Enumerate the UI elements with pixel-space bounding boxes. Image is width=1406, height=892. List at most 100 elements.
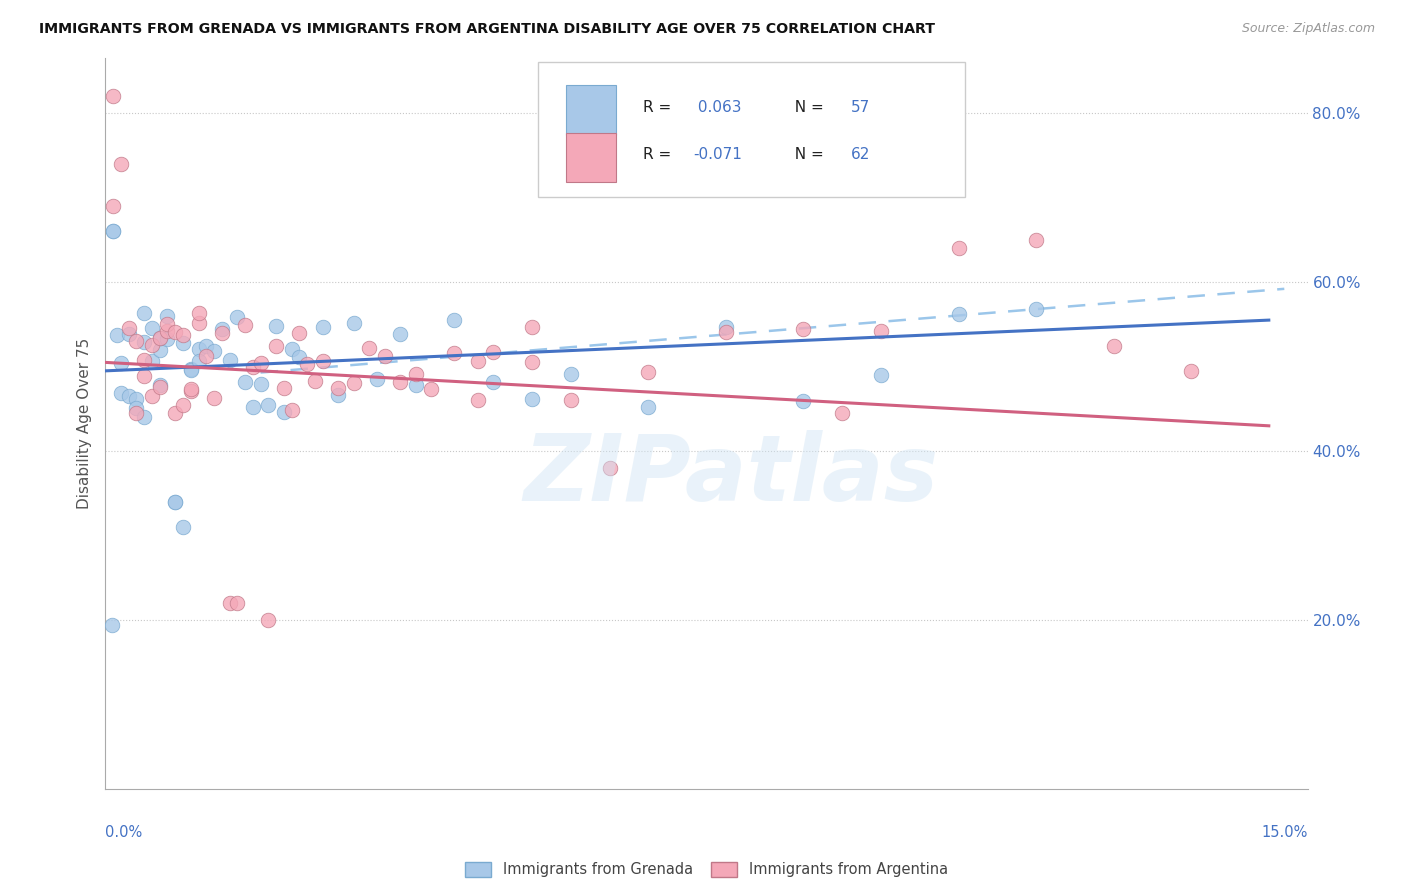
Point bbox=[180, 361, 202, 376]
Point bbox=[637, 400, 659, 414]
Point bbox=[249, 356, 271, 370]
Point bbox=[202, 344, 225, 359]
Point bbox=[149, 380, 172, 394]
Point bbox=[280, 342, 302, 356]
Point bbox=[311, 354, 333, 368]
Point bbox=[156, 332, 179, 346]
Text: IMMIGRANTS FROM GRENADA VS IMMIGRANTS FROM ARGENTINA DISABILITY AGE OVER 75 CORR: IMMIGRANTS FROM GRENADA VS IMMIGRANTS FR… bbox=[39, 22, 935, 37]
Point bbox=[149, 331, 172, 345]
Point bbox=[226, 596, 249, 610]
Point bbox=[389, 376, 412, 390]
Point bbox=[870, 368, 893, 383]
Point bbox=[870, 324, 893, 338]
Point bbox=[172, 520, 194, 534]
Point bbox=[195, 339, 218, 353]
Point bbox=[125, 392, 148, 406]
Point bbox=[103, 224, 125, 238]
Point bbox=[792, 322, 814, 336]
Point bbox=[141, 389, 163, 403]
Point bbox=[242, 401, 264, 415]
Point bbox=[366, 372, 388, 386]
Point bbox=[311, 320, 333, 334]
Point bbox=[560, 368, 582, 382]
Point bbox=[218, 353, 240, 368]
Point bbox=[405, 377, 427, 392]
Point bbox=[134, 368, 156, 383]
Point bbox=[187, 316, 209, 330]
Point bbox=[273, 381, 295, 395]
Point bbox=[389, 327, 412, 342]
Point bbox=[467, 354, 489, 368]
Point bbox=[242, 359, 264, 374]
Point bbox=[420, 382, 443, 396]
Point bbox=[211, 322, 233, 336]
Text: R =: R = bbox=[643, 100, 676, 115]
Point bbox=[180, 384, 202, 398]
Point bbox=[103, 199, 125, 213]
Point bbox=[172, 336, 194, 351]
Point bbox=[295, 358, 318, 372]
FancyBboxPatch shape bbox=[538, 62, 965, 197]
Point bbox=[482, 344, 505, 359]
Point bbox=[187, 306, 209, 320]
Point bbox=[218, 596, 240, 610]
Point bbox=[374, 349, 396, 363]
Text: 0.063: 0.063 bbox=[693, 100, 742, 115]
Point bbox=[326, 388, 349, 402]
Point bbox=[948, 307, 970, 321]
Point bbox=[326, 381, 349, 395]
Point bbox=[103, 224, 125, 238]
Point bbox=[792, 393, 814, 408]
Point bbox=[156, 324, 179, 338]
Point bbox=[149, 378, 172, 392]
Text: 0.0%: 0.0% bbox=[105, 825, 142, 840]
Point bbox=[443, 346, 465, 360]
Text: ZIPatlas: ZIPatlas bbox=[523, 430, 938, 520]
Point bbox=[165, 406, 187, 420]
Point bbox=[304, 374, 326, 388]
Point bbox=[156, 310, 179, 324]
Point bbox=[520, 355, 543, 369]
Text: -0.071: -0.071 bbox=[693, 147, 742, 162]
Point bbox=[1102, 339, 1125, 353]
Legend: Immigrants from Grenada, Immigrants from Argentina: Immigrants from Grenada, Immigrants from… bbox=[465, 862, 948, 877]
Point bbox=[233, 318, 256, 332]
Point bbox=[359, 342, 381, 356]
Point bbox=[100, 617, 122, 632]
Point bbox=[180, 362, 202, 376]
Text: R =: R = bbox=[643, 147, 676, 162]
Point bbox=[257, 398, 280, 412]
Point bbox=[831, 406, 853, 420]
Point bbox=[264, 339, 287, 353]
Point bbox=[118, 326, 141, 341]
Point bbox=[103, 89, 125, 103]
Point bbox=[443, 313, 465, 327]
Point bbox=[125, 334, 148, 349]
Point bbox=[187, 354, 209, 368]
Text: 15.0%: 15.0% bbox=[1261, 825, 1308, 840]
Point bbox=[257, 613, 280, 627]
Point bbox=[520, 319, 543, 334]
Point bbox=[118, 320, 141, 334]
Point bbox=[288, 350, 311, 364]
FancyBboxPatch shape bbox=[565, 133, 616, 182]
Point bbox=[110, 156, 132, 170]
Point bbox=[264, 319, 287, 334]
Point bbox=[165, 495, 187, 509]
Text: Source: ZipAtlas.com: Source: ZipAtlas.com bbox=[1241, 22, 1375, 36]
Point bbox=[637, 366, 659, 380]
Point bbox=[1025, 233, 1047, 247]
Text: 62: 62 bbox=[851, 147, 870, 162]
Point bbox=[343, 376, 366, 391]
Point bbox=[141, 321, 163, 335]
Point bbox=[482, 375, 505, 389]
Point bbox=[273, 405, 295, 419]
Point bbox=[560, 393, 582, 408]
Text: N =: N = bbox=[785, 147, 828, 162]
Point bbox=[125, 401, 148, 415]
Point bbox=[714, 325, 737, 339]
Y-axis label: Disability Age Over 75: Disability Age Over 75 bbox=[77, 338, 93, 509]
Point bbox=[118, 388, 141, 402]
Point bbox=[1180, 363, 1202, 377]
Point bbox=[405, 367, 427, 381]
